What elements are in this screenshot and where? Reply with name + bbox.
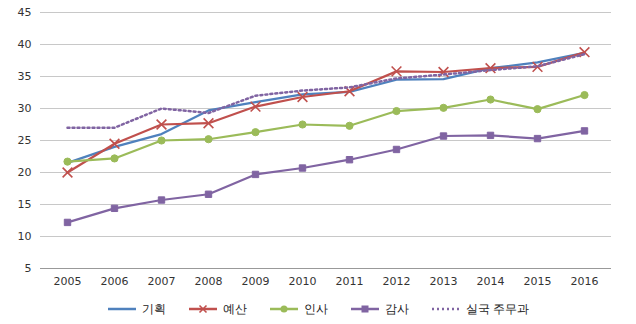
svg-text:2016: 2016: [571, 275, 599, 288]
html-text:감사: 감사: [384, 301, 409, 316]
html-text:인사: 인사: [303, 301, 328, 316]
svg-text:2010: 2010: [289, 275, 317, 288]
svg-text:2005: 2005: [54, 275, 82, 288]
svg-text:5: 5: [25, 262, 32, 275]
svg-text:25: 25: [18, 134, 32, 147]
svg-text:2014: 2014: [477, 275, 505, 288]
svg-text:2013: 2013: [430, 275, 458, 288]
html-text:실국 주무과: 실국 주무과: [465, 301, 530, 316]
svg-text:45: 45: [18, 6, 32, 19]
svg-text:2012: 2012: [383, 275, 411, 288]
svg-text:2011: 2011: [336, 275, 364, 288]
html-text:기획: 기획: [141, 301, 166, 316]
svg-text:20: 20: [18, 166, 32, 179]
svg-text:35: 35: [18, 70, 32, 83]
svg-text:10: 10: [18, 230, 32, 243]
svg-text:30: 30: [18, 102, 32, 115]
svg-text:40: 40: [18, 38, 32, 51]
svg-text:2007: 2007: [148, 275, 176, 288]
svg-text:15: 15: [18, 198, 32, 211]
svg-text:2009: 2009: [242, 275, 270, 288]
svg-text:2008: 2008: [195, 275, 223, 288]
html-text:예산: 예산: [222, 301, 247, 316]
svg-text:2006: 2006: [101, 275, 129, 288]
svg-text:2015: 2015: [524, 275, 552, 288]
